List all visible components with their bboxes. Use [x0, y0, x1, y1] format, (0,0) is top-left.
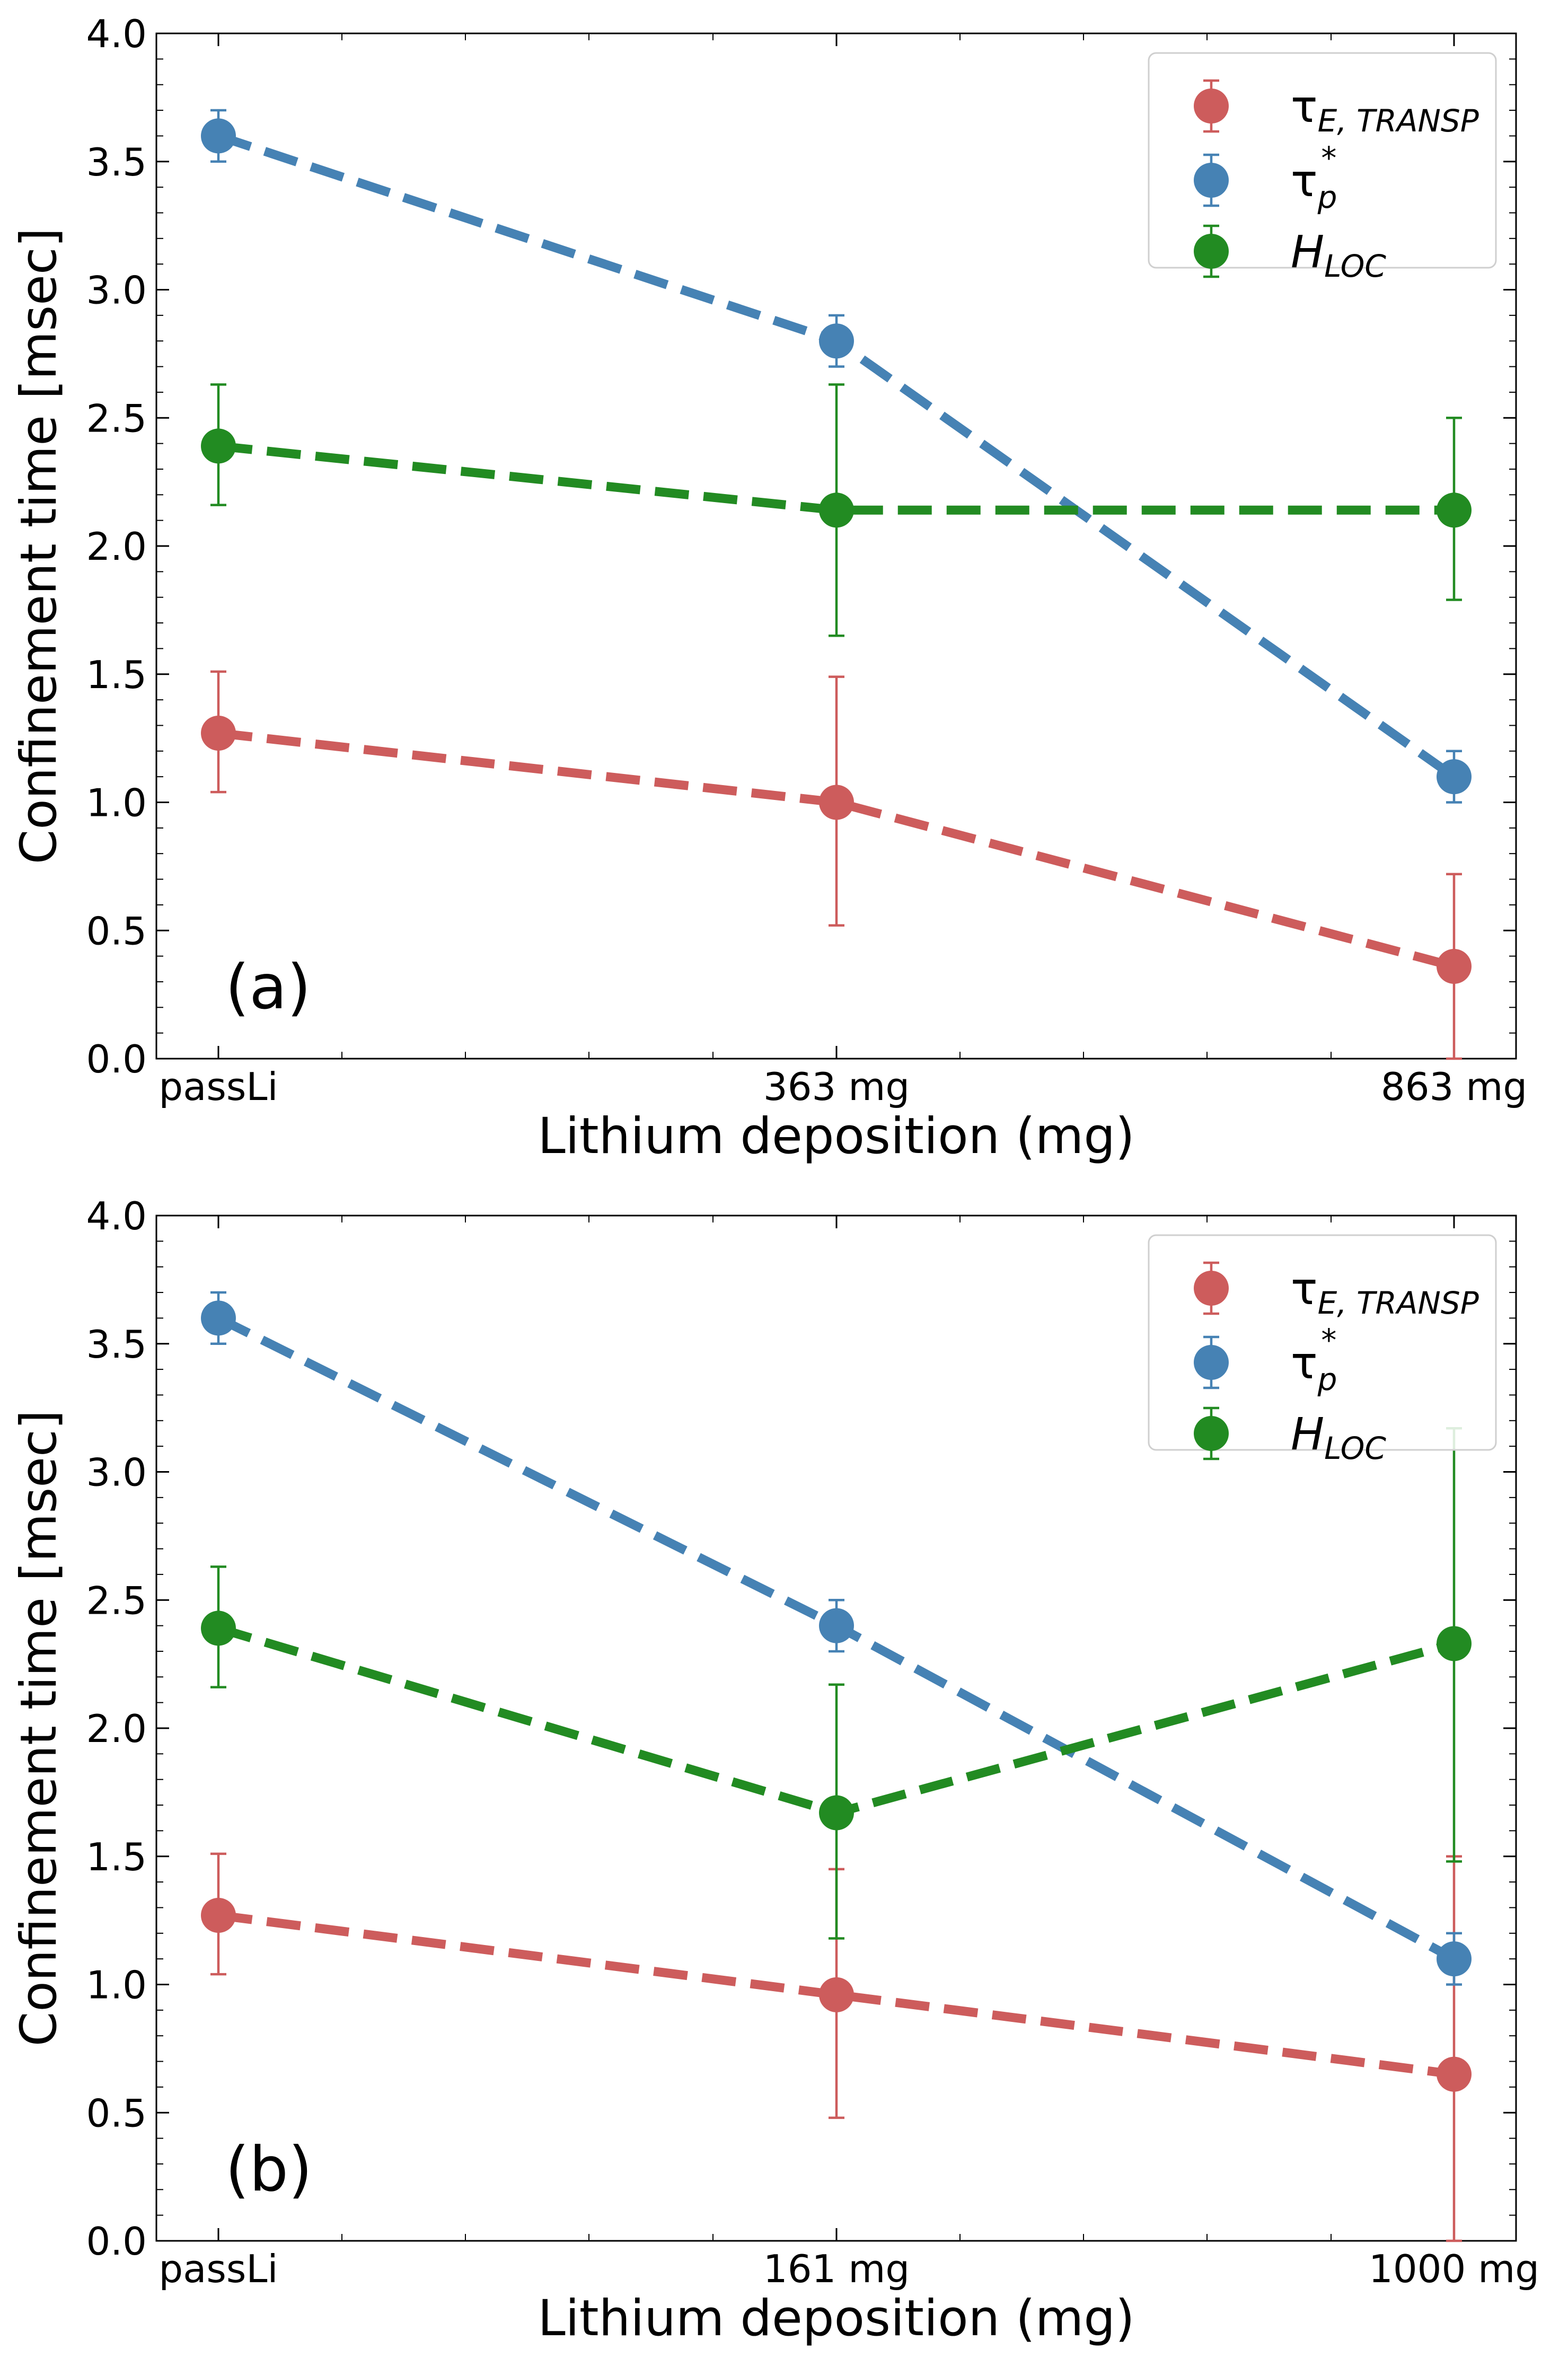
y-axis-label: Confinement time [msec] [10, 228, 68, 865]
x-tick-label: passLi [159, 2247, 278, 2291]
legend-label-tau-p: τp* [1291, 140, 1337, 215]
legend-marker [1194, 163, 1229, 198]
legend-label-tau-e: τE, TRANSP [1291, 81, 1479, 139]
panel-label: (a) [225, 952, 311, 1023]
y-tick-label: 1.0 [86, 1963, 147, 2008]
data-point [1437, 1941, 1472, 1977]
data-point [201, 1611, 236, 1646]
y-tick-label: 4.0 [86, 12, 147, 56]
series-2 [201, 1427, 1472, 1940]
data-point [1437, 1626, 1472, 1661]
x-tick-label: 363 mg [763, 1064, 910, 1109]
y-tick-label: 1.0 [86, 781, 147, 825]
y-tick-label: 3.5 [86, 140, 147, 184]
series-line [218, 728, 1456, 971]
legend-label-hloc: HLOC [1291, 226, 1386, 284]
data-point [819, 1977, 854, 2012]
legend-frame [1148, 52, 1497, 269]
y-tick-label: 1.5 [86, 1835, 147, 1879]
legend-marker [1194, 234, 1229, 269]
y-tick-label: 3.0 [86, 1450, 147, 1495]
data-point [1437, 492, 1472, 528]
legend-label-hloc: HLOC [1291, 1408, 1386, 1466]
data-point [201, 1300, 236, 1336]
x-axis-label: Lithium deposition (mg) [538, 2290, 1134, 2347]
chart-panel-b: 0.0 0.5 1.0 1.5 2.0 2.5 3.0 3.5 4.0 passLi 161 mg 1… [10, 1194, 1539, 2347]
y-tick-label: 1.5 [86, 653, 147, 697]
y-tick-label: 3.5 [86, 1322, 147, 1367]
data-point [819, 1795, 854, 1831]
legend-marker [1194, 1345, 1229, 1380]
series-2 [201, 383, 1472, 637]
y-tick-label: 3.0 [86, 268, 147, 313]
series-line [217, 1911, 1455, 2079]
x-tick-label: 161 mg [763, 2247, 910, 2291]
data-point [201, 715, 236, 751]
y-tick-label: 0.0 [86, 1037, 147, 1081]
y-tick-label: 2.0 [86, 1706, 147, 1751]
data-point [1437, 759, 1472, 795]
series-1 [201, 109, 1472, 804]
panel-label: (b) [225, 2134, 312, 2205]
data-point [201, 428, 236, 464]
series-0 [201, 670, 1472, 1060]
y-tick-label: 2.0 [86, 524, 147, 569]
data-point [819, 785, 854, 820]
x-tick-label: passLi [159, 1064, 278, 1109]
series-line [218, 441, 1454, 515]
y-tick-label: 0.5 [86, 2091, 147, 2135]
x-tick-label: 1000 mg [1369, 2247, 1539, 2291]
data-point [201, 118, 236, 154]
data-point [819, 492, 854, 528]
data-point [201, 1897, 236, 1933]
y-axis-label: Confinement time [msec] [10, 1410, 68, 2047]
x-axis-label: Lithium deposition (mg) [538, 1107, 1134, 1165]
legend-frame [1148, 1234, 1497, 1451]
legend-label-tau-p: τp* [1291, 1322, 1337, 1397]
legend-label-tau-e: τE, TRANSP [1291, 1263, 1479, 1321]
chart-panel-a: 0.0 0.5 1.0 1.5 2.0 2.5 3.0 3.5 4.0 passLi 363 mg 8… [10, 12, 1527, 1165]
y-tick-label: 2.5 [86, 1578, 147, 1623]
data-point [1437, 948, 1472, 984]
series-0 [201, 1852, 1472, 2242]
y-tick-label: 0.5 [86, 909, 147, 953]
y-tick-label: 0.0 [86, 2219, 147, 2264]
y-tick-label: 4.0 [86, 1194, 147, 1238]
data-point [819, 1608, 854, 1643]
data-point [1437, 2056, 1472, 2092]
series-1 [201, 1291, 1472, 1986]
x-tick-label: 863 mg [1381, 1064, 1527, 1109]
legend-marker [1194, 89, 1229, 124]
data-point [819, 323, 854, 359]
y-tick-label: 2.5 [86, 396, 147, 441]
legend-marker [1194, 1271, 1229, 1306]
legend-marker [1194, 1416, 1229, 1451]
